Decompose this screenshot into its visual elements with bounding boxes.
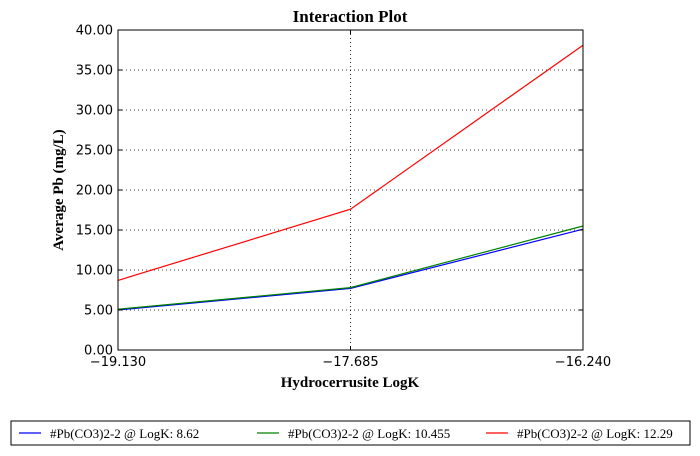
y-tick-label: 5.00	[84, 304, 113, 319]
y-axis-ticks: 0.00 5.00 10.00 15.00 20.00 25.00 30.00 35.00 40…	[76, 24, 583, 359]
x-tick-label: −16.240	[555, 355, 611, 370]
y-tick-label: 0.00	[84, 344, 113, 359]
legend-entry: #Pb(CO3)2-2 @ LogK: 8.62	[50, 426, 199, 441]
grid-lines	[117, 29, 584, 351]
y-axis-label: Average Pb (mg/L)	[51, 129, 67, 250]
legend: #Pb(CO3)2-2 @ LogK: 8.62 #Pb(CO3)2-2 @ Lo…	[10, 420, 691, 446]
series-lines	[117, 44, 584, 311]
y-tick-label: 30.00	[76, 104, 113, 119]
y-tick-label: 35.00	[76, 64, 113, 79]
series-line-2	[117, 225, 584, 310]
x-tick-label: −19.130	[90, 355, 146, 370]
x-tick-label: −17.685	[322, 355, 378, 370]
y-tick-label: 20.00	[76, 184, 113, 199]
chart-title: Interaction Plot	[293, 7, 408, 26]
y-tick-label: 10.00	[76, 264, 113, 279]
legend-entry: #Pb(CO3)2-2 @ LogK: 10.455	[288, 426, 450, 441]
x-axis-label: Hydrocerrusite LogK	[281, 375, 420, 391]
y-tick-label: 15.00	[76, 224, 113, 239]
y-tick-label: 25.00	[76, 144, 113, 159]
y-tick-label: 40.00	[76, 24, 113, 39]
legend-entry: #Pb(CO3)2-2 @ LogK: 12.29	[517, 426, 673, 441]
series-line-1	[117, 228, 584, 311]
series-line-3	[117, 44, 584, 281]
legend-box	[10, 420, 691, 446]
x-axis-ticks: −19.130 −17.685 −16.240	[90, 30, 611, 370]
